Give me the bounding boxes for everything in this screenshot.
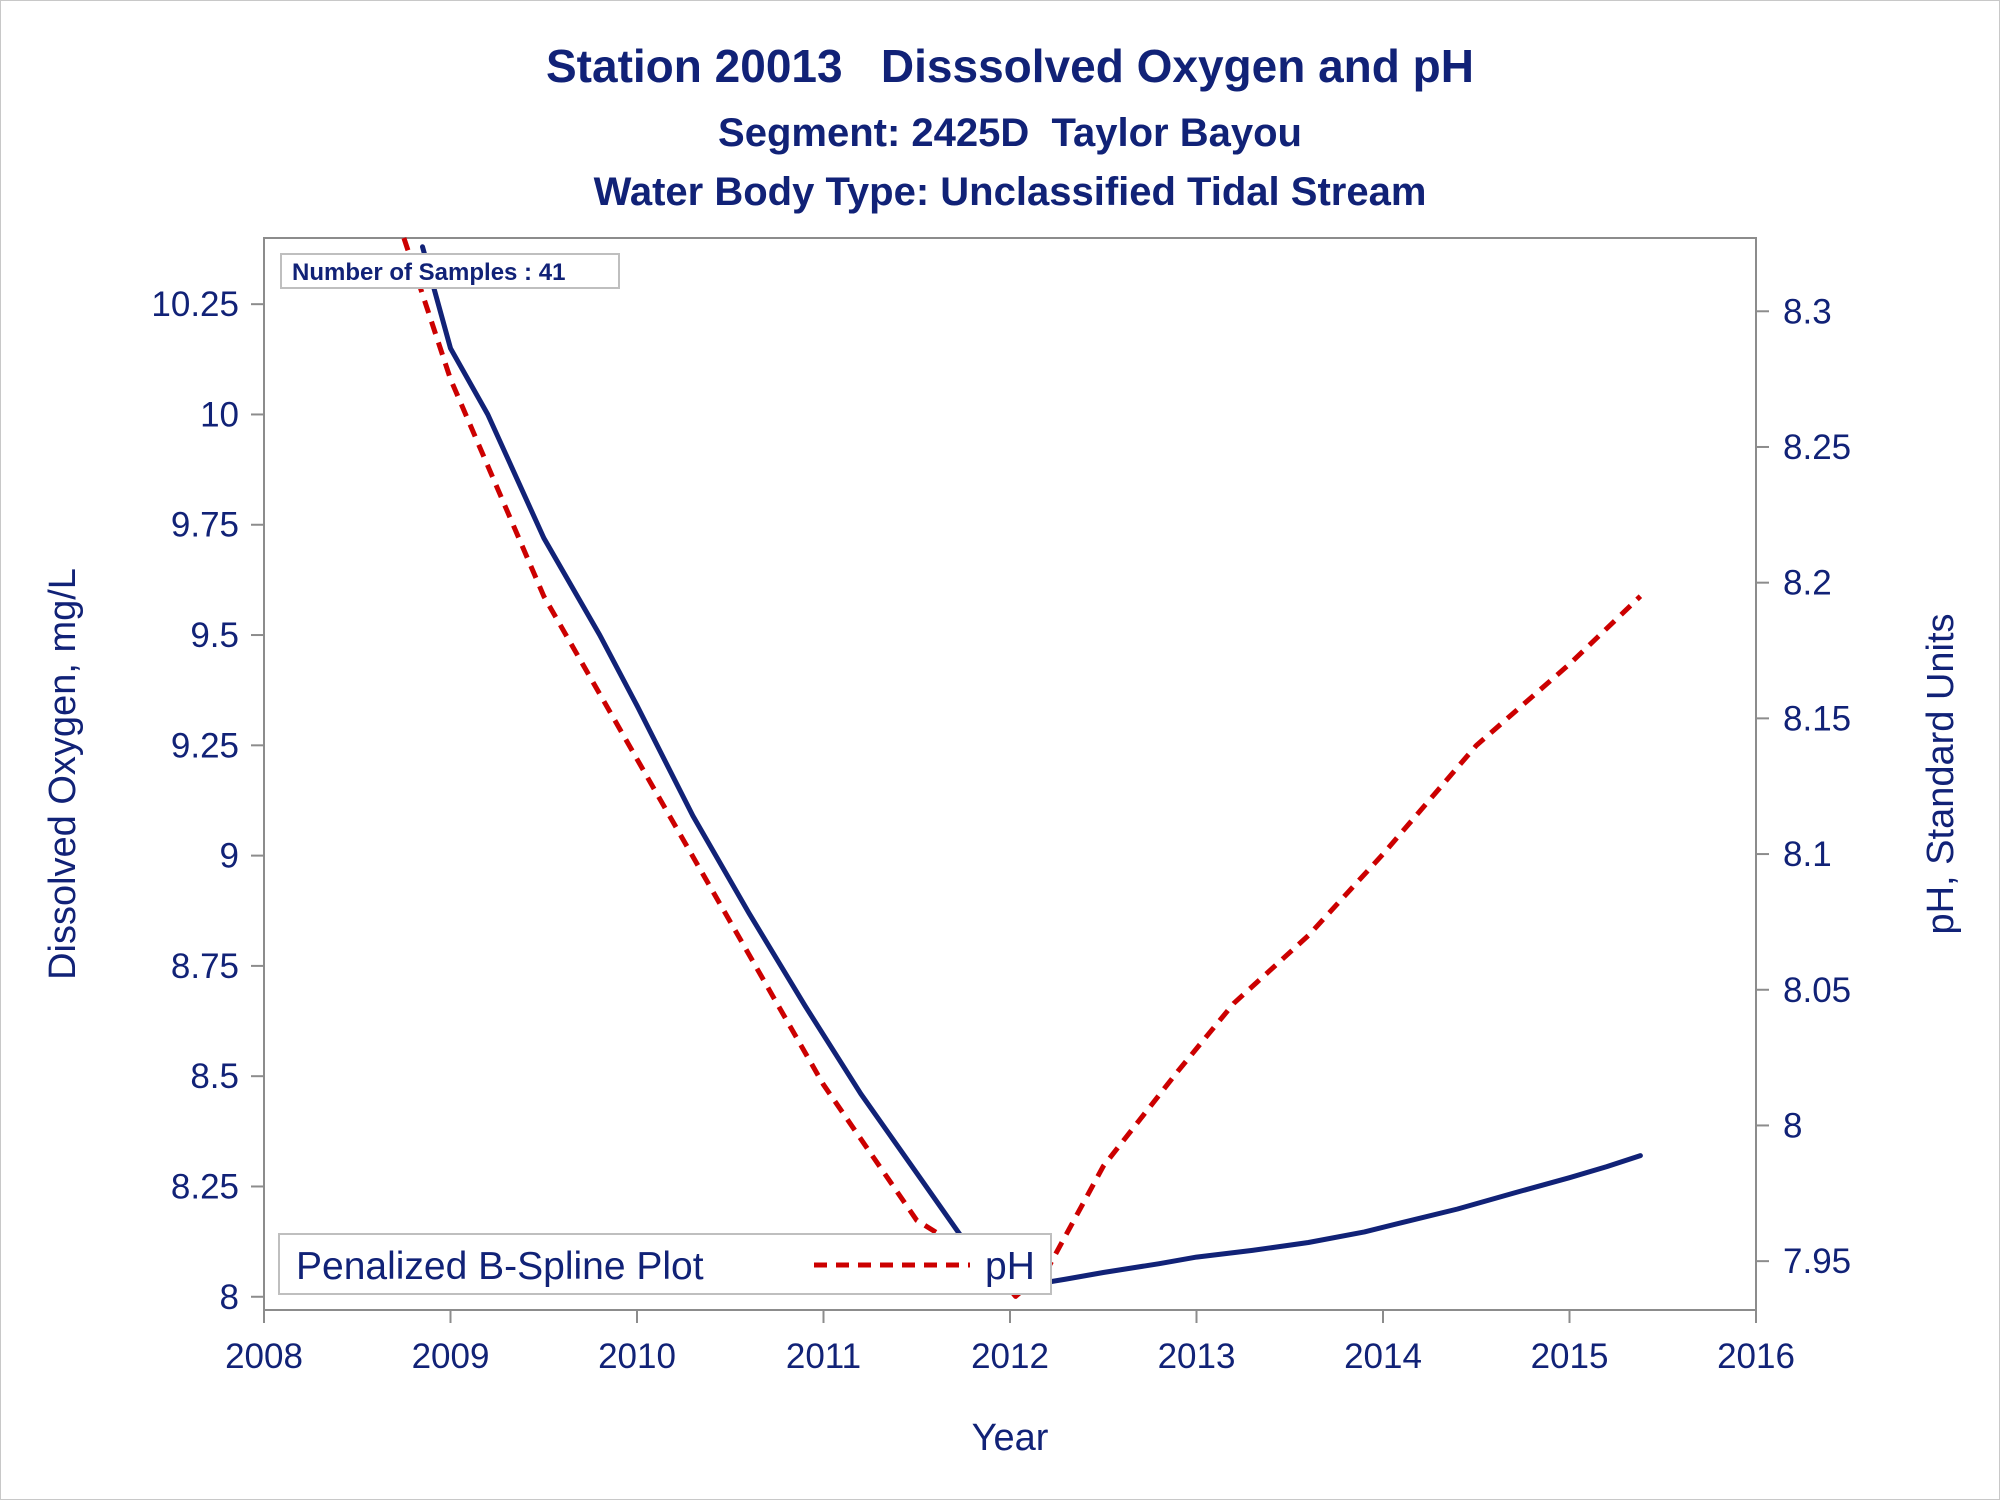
x-tick-label: 2009 [412,1337,490,1376]
plot-area [263,237,1757,1311]
y-tick-label: 10 [200,395,239,434]
x-tick-label: 2016 [1717,1337,1795,1376]
x-tick-label: 2012 [971,1337,1049,1376]
legend: Penalized B-Spline Plot pH [278,1233,1052,1295]
y-tick-label: 9.25 [171,726,239,765]
legend-label-ph: pH [985,1245,1035,1288]
x-tick-label: 2010 [598,1337,676,1376]
x-axis: 2008 2009 2010 2011 2012 2013 2014 2015 2016 [225,1310,1795,1376]
legend-box [278,1233,1052,1295]
y2-tick-label: 8.3 [1783,292,1832,331]
y2-tick-label: 7.95 [1783,1242,1851,1281]
y-tick-label: 8.25 [171,1167,239,1206]
x-tick-label: 2011 [786,1337,861,1376]
y-tick-label: 8 [220,1278,239,1317]
x-tick-label: 2013 [1158,1337,1236,1376]
y2-tick-label: 8 [1783,1106,1802,1145]
annotation-text: Number of Samples : 41 [292,259,565,286]
x-tick-label: 2015 [1531,1337,1609,1376]
y-tick-label: 9.5 [190,616,239,655]
sample-count-annotation: Number of Samples : 41 [280,253,620,289]
y-tick-label: 9.75 [171,506,239,545]
chart-subtitle-2: Water Body Type: Unclassified Tidal Stre… [594,170,1427,214]
chart-title: Station 20013 Disssolved Oxygen and pH [546,40,1474,92]
x-tick-label: 2014 [1344,1337,1422,1376]
y-tick-label: 8.75 [171,947,239,986]
y2-tick-label: 8.1 [1783,835,1832,874]
y2-tick-label: 8.2 [1783,564,1832,603]
y-axis-label: Dissolved Oxygen, mg/L [42,568,84,980]
annotation-box [280,253,620,289]
ph-series-line [401,237,1643,1299]
y-tick-label: 8.5 [190,1057,239,1096]
series-layer [401,237,1643,1299]
y2-tick-label: 8.15 [1783,699,1851,738]
y2-tick-label: 8.25 [1783,428,1851,467]
dissolved-oxygen-series-line [420,244,1643,1292]
x-axis-label: Year [972,1417,1049,1459]
y-tick-label: 9 [220,837,239,876]
y2-tick-label: 8.05 [1783,971,1851,1010]
y-axis-right: 7.95 8 8.05 8.1 8.15 8.2 8.25 8.3 [1756,292,1851,1281]
y2-axis-label: pH, Standard Units [1920,613,1962,934]
legend-title: Penalized B-Spline Plot [296,1245,704,1288]
chart-subtitle: Segment: 2425D Taylor Bayou [718,111,1302,155]
x-tick-label: 2008 [225,1337,303,1376]
y-tick-label: 10.25 [151,285,239,324]
y-axis-left: 8 8.25 8.5 8.75 9 9.25 9.5 9.75 10 10.25 [151,285,264,1317]
